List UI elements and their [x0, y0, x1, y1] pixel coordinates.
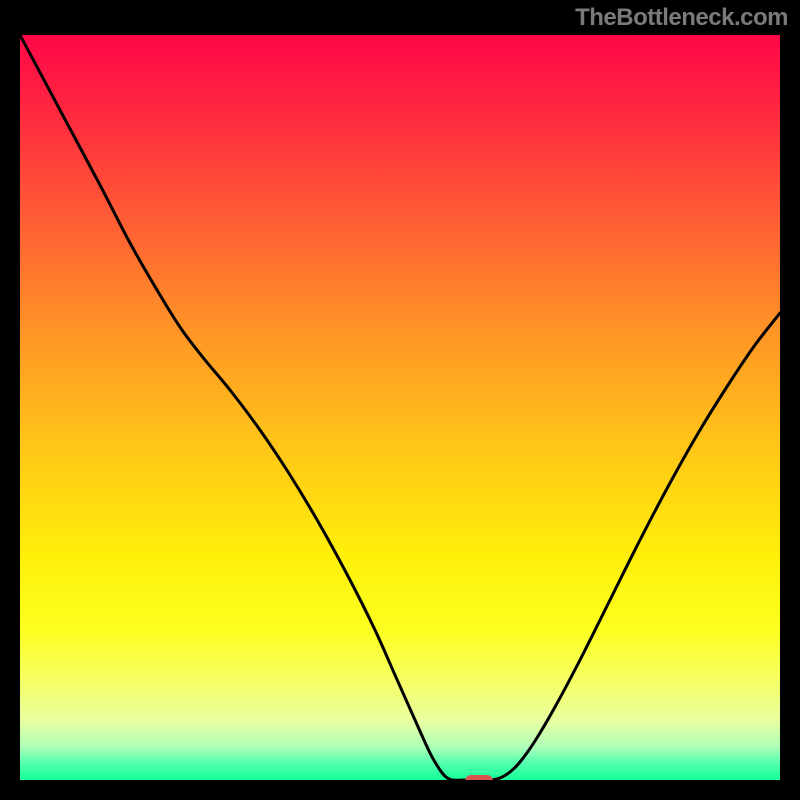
watermark-text: TheBottleneck.com [575, 4, 788, 32]
bottleneck-chart [20, 35, 780, 780]
optimal-marker [465, 775, 493, 780]
gradient-background [20, 35, 780, 780]
plot-area [20, 35, 780, 780]
chart-container: TheBottleneck.com [0, 0, 800, 800]
